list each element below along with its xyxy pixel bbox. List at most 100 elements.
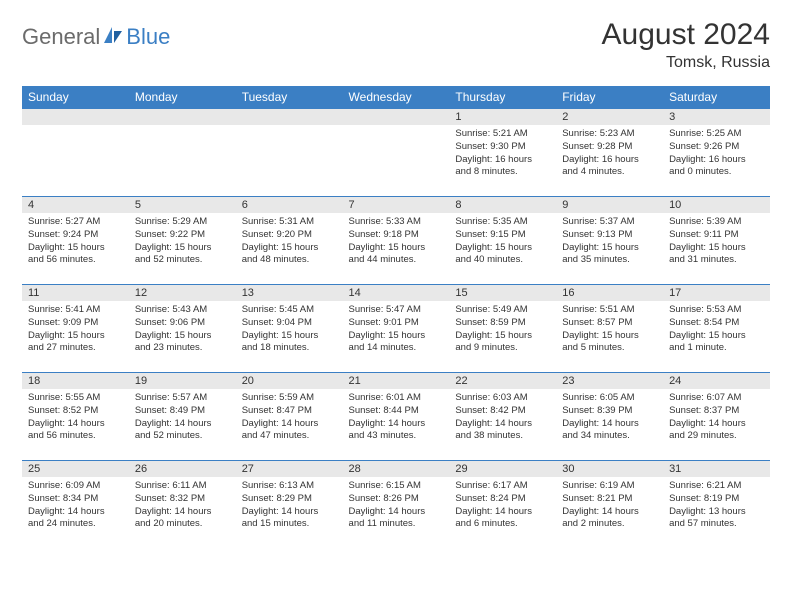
day-number: 6 <box>236 197 343 213</box>
calendar-cell: 7Sunrise: 5:33 AMSunset: 9:18 PMDaylight… <box>343 197 450 285</box>
calendar-cell: 31Sunrise: 6:21 AMSunset: 8:19 PMDayligh… <box>663 461 770 549</box>
day-number: 2 <box>556 109 663 125</box>
calendar-cell <box>129 109 236 197</box>
calendar-cell: 24Sunrise: 6:07 AMSunset: 8:37 PMDayligh… <box>663 373 770 461</box>
day-number: 9 <box>556 197 663 213</box>
calendar-cell: 16Sunrise: 5:51 AMSunset: 8:57 PMDayligh… <box>556 285 663 373</box>
calendar-cell: 27Sunrise: 6:13 AMSunset: 8:29 PMDayligh… <box>236 461 343 549</box>
day-details: Sunrise: 6:15 AMSunset: 8:26 PMDaylight:… <box>343 477 450 534</box>
calendar-cell: 12Sunrise: 5:43 AMSunset: 9:06 PMDayligh… <box>129 285 236 373</box>
day-number: 19 <box>129 373 236 389</box>
calendar-cell: 19Sunrise: 5:57 AMSunset: 8:49 PMDayligh… <box>129 373 236 461</box>
day-details: Sunrise: 5:33 AMSunset: 9:18 PMDaylight:… <box>343 213 450 270</box>
day-details: Sunrise: 5:55 AMSunset: 8:52 PMDaylight:… <box>22 389 129 446</box>
calendar-cell: 20Sunrise: 5:59 AMSunset: 8:47 PMDayligh… <box>236 373 343 461</box>
day-details: Sunrise: 6:01 AMSunset: 8:44 PMDaylight:… <box>343 389 450 446</box>
day-number: 8 <box>449 197 556 213</box>
day-number: 16 <box>556 285 663 301</box>
day-number: 27 <box>236 461 343 477</box>
day-number: 4 <box>22 197 129 213</box>
calendar-cell <box>343 109 450 197</box>
day-details: Sunrise: 5:51 AMSunset: 8:57 PMDaylight:… <box>556 301 663 358</box>
weekday-header: Monday <box>129 86 236 109</box>
day-details: Sunrise: 6:07 AMSunset: 8:37 PMDaylight:… <box>663 389 770 446</box>
day-details: Sunrise: 6:09 AMSunset: 8:34 PMDaylight:… <box>22 477 129 534</box>
day-details: Sunrise: 5:53 AMSunset: 8:54 PMDaylight:… <box>663 301 770 358</box>
day-number: 25 <box>22 461 129 477</box>
calendar-cell: 2Sunrise: 5:23 AMSunset: 9:28 PMDaylight… <box>556 109 663 197</box>
logo-sail-icon <box>102 25 124 50</box>
calendar-cell: 5Sunrise: 5:29 AMSunset: 9:22 PMDaylight… <box>129 197 236 285</box>
day-details: Sunrise: 6:17 AMSunset: 8:24 PMDaylight:… <box>449 477 556 534</box>
calendar-cell: 11Sunrise: 5:41 AMSunset: 9:09 PMDayligh… <box>22 285 129 373</box>
calendar-cell <box>236 109 343 197</box>
day-number: 10 <box>663 197 770 213</box>
weekday-header: Thursday <box>449 86 556 109</box>
day-number: 30 <box>556 461 663 477</box>
day-number-empty <box>129 109 236 125</box>
day-number-empty <box>236 109 343 125</box>
day-details: Sunrise: 5:31 AMSunset: 9:20 PMDaylight:… <box>236 213 343 270</box>
day-number: 18 <box>22 373 129 389</box>
calendar-cell: 14Sunrise: 5:47 AMSunset: 9:01 PMDayligh… <box>343 285 450 373</box>
day-details: Sunrise: 5:47 AMSunset: 9:01 PMDaylight:… <box>343 301 450 358</box>
day-details: Sunrise: 5:59 AMSunset: 8:47 PMDaylight:… <box>236 389 343 446</box>
day-details: Sunrise: 5:45 AMSunset: 9:04 PMDaylight:… <box>236 301 343 358</box>
day-number: 13 <box>236 285 343 301</box>
header: General Blue August 2024 Tomsk, Russia <box>22 18 770 72</box>
day-number-empty <box>22 109 129 125</box>
day-number: 15 <box>449 285 556 301</box>
calendar-cell: 22Sunrise: 6:03 AMSunset: 8:42 PMDayligh… <box>449 373 556 461</box>
weekday-header: Saturday <box>663 86 770 109</box>
calendar-cell: 10Sunrise: 5:39 AMSunset: 9:11 PMDayligh… <box>663 197 770 285</box>
day-number: 26 <box>129 461 236 477</box>
weekday-header: Tuesday <box>236 86 343 109</box>
calendar-cell: 28Sunrise: 6:15 AMSunset: 8:26 PMDayligh… <box>343 461 450 549</box>
calendar-cell: 6Sunrise: 5:31 AMSunset: 9:20 PMDaylight… <box>236 197 343 285</box>
calendar-cell: 9Sunrise: 5:37 AMSunset: 9:13 PMDaylight… <box>556 197 663 285</box>
calendar-week-row: 25Sunrise: 6:09 AMSunset: 8:34 PMDayligh… <box>22 461 770 549</box>
day-details: Sunrise: 5:39 AMSunset: 9:11 PMDaylight:… <box>663 213 770 270</box>
day-number: 17 <box>663 285 770 301</box>
logo-text-general: General <box>22 24 100 50</box>
logo: General Blue <box>22 18 170 50</box>
calendar-cell: 3Sunrise: 5:25 AMSunset: 9:26 PMDaylight… <box>663 109 770 197</box>
day-details: Sunrise: 5:41 AMSunset: 9:09 PMDaylight:… <box>22 301 129 358</box>
calendar-week-row: 4Sunrise: 5:27 AMSunset: 9:24 PMDaylight… <box>22 197 770 285</box>
day-number: 21 <box>343 373 450 389</box>
month-title: August 2024 <box>602 18 770 52</box>
day-details: Sunrise: 6:13 AMSunset: 8:29 PMDaylight:… <box>236 477 343 534</box>
calendar-cell: 26Sunrise: 6:11 AMSunset: 8:32 PMDayligh… <box>129 461 236 549</box>
day-number: 22 <box>449 373 556 389</box>
day-details: Sunrise: 5:49 AMSunset: 8:59 PMDaylight:… <box>449 301 556 358</box>
day-details: Sunrise: 5:43 AMSunset: 9:06 PMDaylight:… <box>129 301 236 358</box>
day-details: Sunrise: 5:23 AMSunset: 9:28 PMDaylight:… <box>556 125 663 182</box>
day-details: Sunrise: 5:29 AMSunset: 9:22 PMDaylight:… <box>129 213 236 270</box>
day-number: 28 <box>343 461 450 477</box>
calendar-table: SundayMondayTuesdayWednesdayThursdayFrid… <box>22 86 770 549</box>
day-number-empty <box>343 109 450 125</box>
day-number: 12 <box>129 285 236 301</box>
day-number: 5 <box>129 197 236 213</box>
logo-text-blue: Blue <box>126 24 170 50</box>
day-details: Sunrise: 5:37 AMSunset: 9:13 PMDaylight:… <box>556 213 663 270</box>
day-number: 7 <box>343 197 450 213</box>
day-number: 24 <box>663 373 770 389</box>
day-details: Sunrise: 6:11 AMSunset: 8:32 PMDaylight:… <box>129 477 236 534</box>
calendar-cell: 23Sunrise: 6:05 AMSunset: 8:39 PMDayligh… <box>556 373 663 461</box>
calendar-cell <box>22 109 129 197</box>
calendar-week-row: 18Sunrise: 5:55 AMSunset: 8:52 PMDayligh… <box>22 373 770 461</box>
day-details: Sunrise: 6:21 AMSunset: 8:19 PMDaylight:… <box>663 477 770 534</box>
calendar-cell: 15Sunrise: 5:49 AMSunset: 8:59 PMDayligh… <box>449 285 556 373</box>
calendar-cell: 25Sunrise: 6:09 AMSunset: 8:34 PMDayligh… <box>22 461 129 549</box>
day-details: Sunrise: 6:19 AMSunset: 8:21 PMDaylight:… <box>556 477 663 534</box>
calendar-cell: 21Sunrise: 6:01 AMSunset: 8:44 PMDayligh… <box>343 373 450 461</box>
title-block: August 2024 Tomsk, Russia <box>602 18 770 72</box>
calendar-cell: 17Sunrise: 5:53 AMSunset: 8:54 PMDayligh… <box>663 285 770 373</box>
calendar-cell: 29Sunrise: 6:17 AMSunset: 8:24 PMDayligh… <box>449 461 556 549</box>
day-number: 11 <box>22 285 129 301</box>
day-number: 29 <box>449 461 556 477</box>
day-number: 3 <box>663 109 770 125</box>
calendar-cell: 8Sunrise: 5:35 AMSunset: 9:15 PMDaylight… <box>449 197 556 285</box>
day-number: 20 <box>236 373 343 389</box>
